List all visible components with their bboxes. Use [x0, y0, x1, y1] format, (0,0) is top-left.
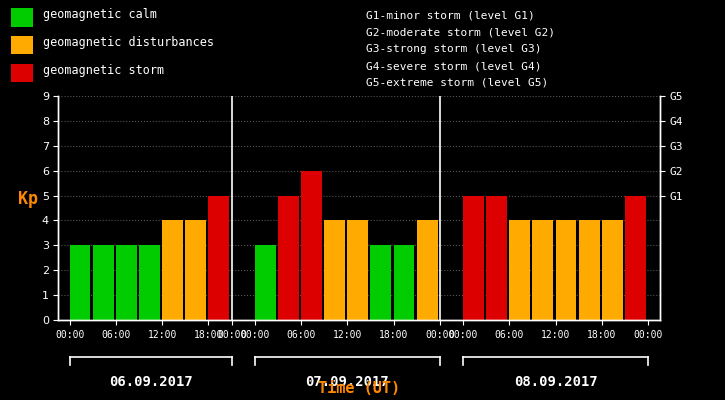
Bar — [10, 8, 33, 27]
Text: geomagnetic calm: geomagnetic calm — [44, 8, 157, 22]
Bar — [347, 220, 368, 320]
Text: G4-severe storm (level G4): G4-severe storm (level G4) — [366, 61, 542, 71]
Bar — [509, 220, 530, 320]
Text: 06.09.2017: 06.09.2017 — [109, 375, 192, 389]
Bar — [301, 171, 322, 320]
Bar — [208, 196, 229, 320]
Bar — [93, 245, 114, 320]
Bar — [555, 220, 576, 320]
Bar — [324, 220, 345, 320]
Text: G2-moderate storm (level G2): G2-moderate storm (level G2) — [366, 28, 555, 38]
Text: G5-extreme storm (level G5): G5-extreme storm (level G5) — [366, 78, 548, 88]
Bar — [10, 64, 33, 82]
Bar — [394, 245, 415, 320]
Bar — [370, 245, 392, 320]
Bar — [139, 245, 160, 320]
Text: G1-minor storm (level G1): G1-minor storm (level G1) — [366, 11, 535, 21]
Bar — [417, 220, 438, 320]
Bar — [254, 245, 276, 320]
Bar — [463, 196, 484, 320]
Text: 08.09.2017: 08.09.2017 — [514, 375, 597, 389]
Bar — [602, 220, 623, 320]
Bar — [162, 220, 183, 320]
Text: Time (UT): Time (UT) — [318, 381, 400, 396]
Text: geomagnetic storm: geomagnetic storm — [44, 64, 165, 77]
Bar — [186, 220, 206, 320]
Bar — [486, 196, 507, 320]
Bar — [116, 245, 137, 320]
Bar — [10, 36, 33, 54]
Bar — [278, 196, 299, 320]
Bar — [579, 220, 600, 320]
Bar — [532, 220, 553, 320]
Text: G3-strong storm (level G3): G3-strong storm (level G3) — [366, 44, 542, 54]
Text: 07.09.2017: 07.09.2017 — [305, 375, 389, 389]
Text: geomagnetic disturbances: geomagnetic disturbances — [44, 36, 214, 49]
Y-axis label: Kp: Kp — [18, 190, 38, 208]
Bar — [625, 196, 646, 320]
Bar — [70, 245, 91, 320]
